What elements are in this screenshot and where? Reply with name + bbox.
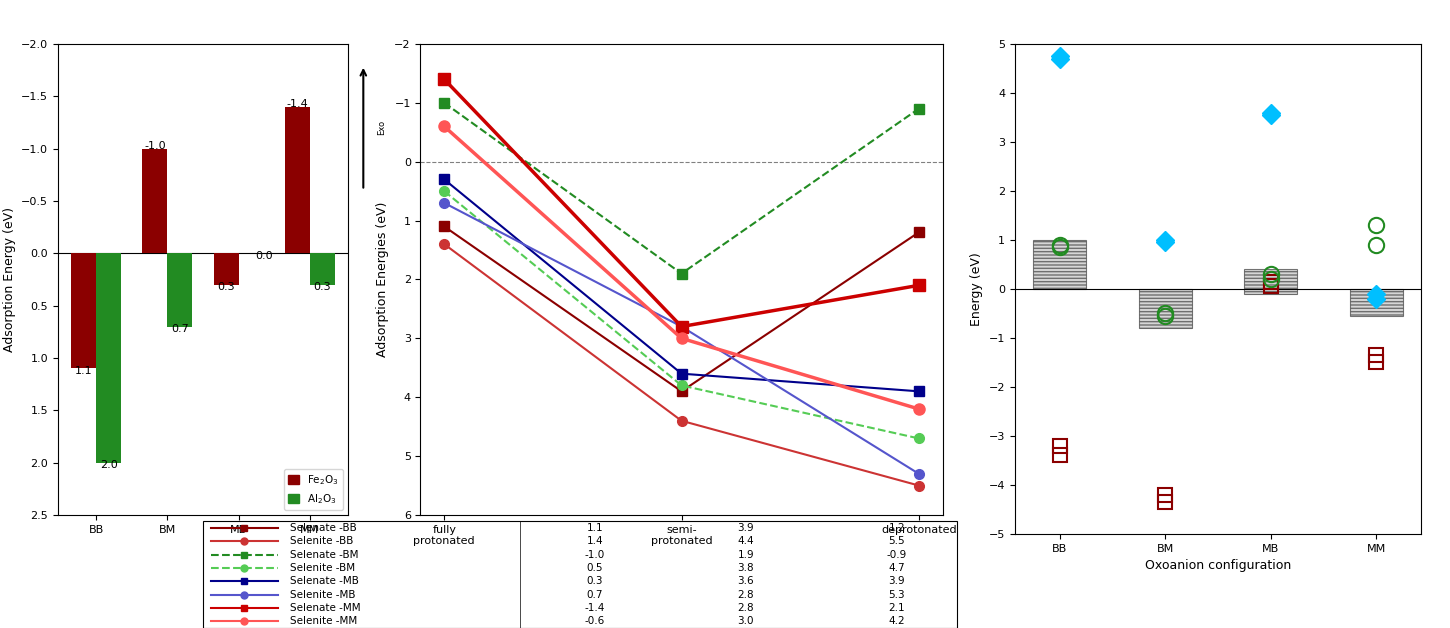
- Text: 3.8: 3.8: [738, 563, 754, 573]
- Legend: Fe$_2$O$_3$, Al$_2$O$_3$: Fe$_2$O$_3$, Al$_2$O$_3$: [284, 468, 342, 510]
- Text: Selenite -MB: Selenite -MB: [290, 590, 355, 600]
- Text: -0.9: -0.9: [886, 550, 906, 560]
- Text: Selenate -MB: Selenate -MB: [290, 577, 358, 587]
- Bar: [1034, 240, 1086, 289]
- Bar: [310, 253, 335, 284]
- Text: -1.0: -1.0: [584, 550, 605, 560]
- X-axis label: Oxoanion configuration: Oxoanion configuration: [1146, 559, 1290, 572]
- Text: 4.7: 4.7: [889, 563, 905, 573]
- Text: Selenite -MM: Selenite -MM: [290, 616, 357, 626]
- Text: 0.5: 0.5: [587, 563, 603, 573]
- Text: 2.8: 2.8: [738, 590, 754, 600]
- Text: Selenate -BM: Selenate -BM: [290, 550, 358, 560]
- Text: 0.0: 0.0: [255, 251, 273, 261]
- Text: Selenite -BM: Selenite -BM: [290, 563, 355, 573]
- Bar: [1350, 289, 1402, 316]
- Bar: [213, 253, 239, 284]
- Text: 0.7: 0.7: [171, 324, 188, 334]
- Text: 5.3: 5.3: [889, 590, 905, 600]
- Text: 0.7: 0.7: [587, 590, 603, 600]
- Text: 4.2: 4.2: [889, 616, 905, 626]
- Text: -1.0: -1.0: [144, 141, 165, 151]
- Text: 1.4: 1.4: [587, 536, 603, 546]
- Text: 5.5: 5.5: [889, 536, 905, 546]
- Text: 3.6: 3.6: [738, 577, 754, 587]
- Text: Selenate -MM: Selenate -MM: [290, 603, 361, 613]
- Text: -0.6: -0.6: [584, 616, 605, 626]
- Bar: [1244, 269, 1298, 294]
- Text: 1.1: 1.1: [587, 523, 603, 533]
- Text: Selenate -BB: Selenate -BB: [290, 523, 357, 533]
- Text: -1.4: -1.4: [584, 603, 605, 613]
- Text: 2.8: 2.8: [738, 603, 754, 613]
- Bar: [167, 253, 193, 327]
- Bar: [71, 253, 96, 369]
- Text: 3.9: 3.9: [889, 577, 905, 587]
- Bar: [142, 149, 167, 253]
- Y-axis label: Adsorption Energy (eV): Adsorption Energy (eV): [3, 207, 16, 352]
- Bar: [1138, 289, 1192, 328]
- Text: 1.9: 1.9: [738, 550, 754, 560]
- Text: 0.3: 0.3: [313, 282, 331, 292]
- Text: 0.3: 0.3: [218, 282, 235, 292]
- Text: 0.3: 0.3: [587, 577, 603, 587]
- Text: 4.4: 4.4: [738, 536, 754, 546]
- Text: -1.4: -1.4: [287, 99, 309, 109]
- Text: 3.0: 3.0: [738, 616, 754, 626]
- Bar: [286, 107, 310, 253]
- Bar: [96, 253, 120, 463]
- Text: 2.0: 2.0: [100, 460, 117, 470]
- Y-axis label: Energy (eV): Energy (eV): [970, 252, 983, 326]
- Text: 1.2: 1.2: [889, 523, 905, 533]
- Text: Exo: Exo: [1096, 82, 1106, 100]
- Text: Exo: Exo: [377, 120, 387, 135]
- Y-axis label: Adsorption Energies (eV): Adsorption Energies (eV): [376, 202, 389, 357]
- Text: 1.1: 1.1: [75, 365, 93, 376]
- Text: 3.9: 3.9: [738, 523, 754, 533]
- Text: 2.1: 2.1: [889, 603, 905, 613]
- Text: Selenite -BB: Selenite -BB: [290, 536, 354, 546]
